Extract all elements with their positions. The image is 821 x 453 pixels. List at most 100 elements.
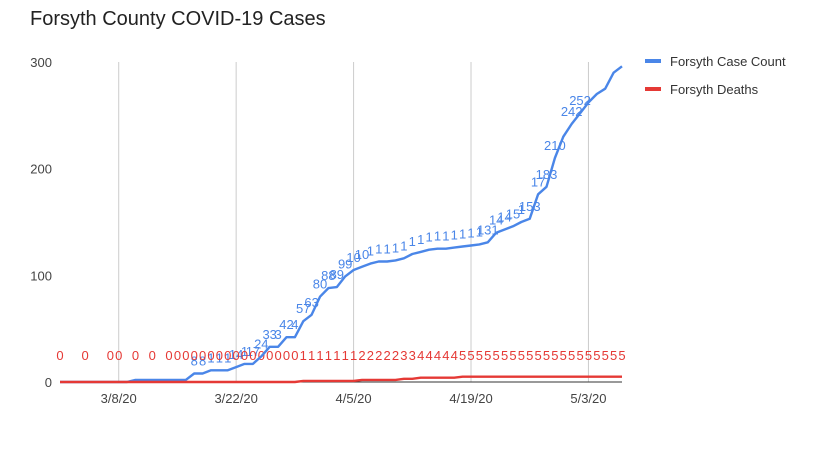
data-label-deaths: 5 [585, 348, 592, 363]
data-label-cases: 1 [409, 234, 416, 249]
data-label-cases: 1 [459, 227, 466, 242]
data-label-deaths: 0 [241, 348, 248, 363]
series-line-deaths [60, 375, 622, 384]
data-label-deaths: 0 [249, 348, 256, 363]
data-label-cases: 15 [506, 206, 520, 221]
x-tick-label: 3/8/20 [101, 391, 137, 406]
data-label-cases: 1 [476, 224, 483, 239]
data-label-cases: 17 [531, 174, 545, 189]
y-tick-label: 200 [30, 162, 52, 177]
data-label-deaths: 0 [82, 348, 89, 363]
data-label-deaths: 1 [350, 348, 357, 363]
legend-swatch [645, 59, 661, 63]
data-label-cases: 1 [207, 350, 214, 365]
data-label-deaths: 2 [375, 348, 382, 363]
data-label-cases: 1 [375, 241, 382, 256]
data-label-deaths: 0 [132, 348, 139, 363]
data-label-deaths: 5 [518, 348, 525, 363]
data-label-cases: 8 [199, 353, 206, 368]
data-label-cases: 8 [191, 353, 198, 368]
x-tick-label: 4/5/20 [336, 391, 372, 406]
data-label-cases: 1 [367, 244, 374, 259]
data-label-deaths: 5 [509, 348, 516, 363]
data-label-deaths: 1 [342, 348, 349, 363]
data-label-deaths: 4 [434, 348, 441, 363]
data-label-deaths: 0 [207, 348, 214, 363]
y-tick-label: 100 [30, 268, 52, 283]
data-label-cases: 1 [425, 230, 432, 245]
data-label-cases: 10 [346, 250, 360, 265]
data-label-deaths: 1 [316, 348, 323, 363]
data-label-deaths: 5 [501, 348, 508, 363]
y-tick-label: 300 [30, 55, 52, 70]
legend-swatch [645, 87, 661, 91]
legend: Forsyth Case Count Forsyth Deaths [645, 54, 786, 97]
data-label-cases: 1 [518, 202, 525, 217]
legend-label: Forsyth Case Count [670, 54, 786, 69]
data-label-deaths: 0 [107, 348, 114, 363]
grid-lines [118, 62, 589, 382]
data-label-cases: 14 [497, 209, 511, 224]
data-label-deaths: 0 [199, 348, 206, 363]
series-lines [60, 65, 623, 384]
x-tick-label: 3/22/20 [214, 391, 257, 406]
data-label-cases: 3 [274, 327, 281, 342]
data-label-deaths: 0 [291, 348, 298, 363]
data-label-cases: 89 [330, 267, 344, 282]
x-axis-ticks: 3/8/20 3/22/20 4/5/20 4/19/20 5/3/20 [101, 391, 607, 406]
data-label-deaths: 5 [467, 348, 474, 363]
data-label-deaths: 5 [551, 348, 558, 363]
data-label-cases: 80 [313, 277, 327, 292]
data-label-deaths: 0 [233, 348, 240, 363]
data-label-cases: 88 [321, 268, 335, 283]
data-label-deaths: 4 [417, 348, 424, 363]
chart-title: Forsyth County COVID-19 Cases [30, 8, 326, 30]
data-label-deaths: 0 [182, 348, 189, 363]
data-label-cases: 1 [451, 228, 458, 243]
data-label-deaths: 5 [610, 348, 617, 363]
data-label-cases: 1 [467, 225, 474, 240]
data-label-cases: 14 [489, 213, 503, 228]
data-label-cases: 1 [392, 240, 399, 255]
data-label-deaths: 2 [367, 348, 374, 363]
data-label-deaths: 0 [191, 348, 198, 363]
data-label-cases: 131 [477, 222, 499, 237]
data-label-deaths: 5 [484, 348, 491, 363]
data-label-deaths: 2 [392, 348, 399, 363]
legend-label: Forsyth Deaths [670, 82, 759, 97]
data-label-deaths: 5 [568, 348, 575, 363]
data-label-deaths: 5 [560, 348, 567, 363]
data-label-deaths: 0 [115, 348, 122, 363]
data-label-deaths: 5 [576, 348, 583, 363]
data-label-deaths: 1 [325, 348, 332, 363]
data-label-deaths: 3 [409, 348, 416, 363]
data-label-deaths: 0 [165, 348, 172, 363]
data-label-deaths: 0 [149, 348, 156, 363]
x-tick-label: 5/3/20 [570, 391, 606, 406]
data-label-deaths: 5 [493, 348, 500, 363]
data-label-deaths: 5 [602, 348, 609, 363]
data-label-deaths: 1 [308, 348, 315, 363]
data-label-deaths: 0 [283, 348, 290, 363]
data-label-cases: 14 [229, 347, 243, 362]
data-label-deaths: 5 [526, 348, 533, 363]
data-label-deaths: 5 [543, 348, 550, 363]
data-label-cases: 1 [400, 238, 407, 253]
data-label-cases: 42 [279, 317, 293, 332]
data-label-cases: 1 [434, 229, 441, 244]
data-label-cases: 252 [569, 93, 591, 108]
data-label-cases: 57 [296, 301, 310, 316]
data-label-deaths: 3 [400, 348, 407, 363]
data-label-deaths: 2 [384, 348, 391, 363]
data-label-cases: 17 [246, 344, 260, 359]
data-label-deaths: 4 [425, 348, 432, 363]
data-label-cases: 1 [224, 350, 231, 365]
data-label-deaths: 0 [174, 348, 181, 363]
data-label-deaths: 5 [593, 348, 600, 363]
data-label-cases: 153 [519, 199, 541, 214]
data-label-deaths: 0 [274, 348, 281, 363]
x-tick-label: 4/19/20 [449, 391, 492, 406]
data-label-cases: 1 [417, 232, 424, 247]
